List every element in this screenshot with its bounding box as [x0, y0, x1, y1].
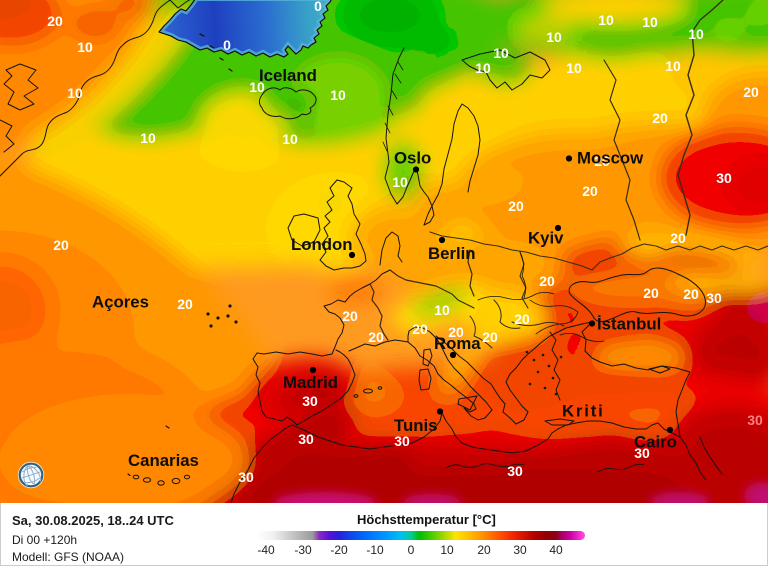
svg-text:Roma: Roma — [434, 334, 481, 353]
svg-text:20: 20 — [412, 321, 428, 337]
svg-text:Kyiv: Kyiv — [528, 229, 564, 248]
svg-text:10: 10 — [598, 12, 614, 28]
svg-text:20: 20 — [47, 13, 63, 29]
svg-text:Canarias: Canarias — [128, 451, 199, 470]
svg-text:20: 20 — [53, 237, 69, 253]
svg-text:10: 10 — [546, 29, 562, 45]
svg-text:30: 30 — [302, 393, 318, 409]
svg-text:20: 20 — [342, 308, 358, 324]
svg-text:20: 20 — [683, 286, 699, 302]
svg-text:10: 10 — [392, 174, 408, 190]
svg-text:30: 30 — [706, 290, 722, 306]
svg-text:10: 10 — [434, 302, 450, 318]
svg-text:20: 20 — [652, 110, 668, 126]
svg-text:20: 20 — [582, 183, 598, 199]
svg-text:20: 20 — [508, 198, 524, 214]
svg-text:20: 20 — [670, 230, 686, 246]
svg-text:10: 10 — [67, 85, 83, 101]
svg-text:Kriti: Kriti — [562, 402, 605, 421]
svg-text:Tunis: Tunis — [394, 416, 438, 435]
svg-text:10: 10 — [665, 58, 681, 74]
svg-text:20: 20 — [368, 329, 384, 345]
svg-text:30: 30 — [298, 431, 314, 447]
svg-text:0: 0 — [223, 37, 231, 53]
svg-text:0: 0 — [314, 0, 322, 14]
svg-text:10: 10 — [249, 79, 265, 95]
svg-text:20: 20 — [514, 311, 530, 327]
svg-text:London: London — [291, 235, 353, 254]
svg-text:Cairo: Cairo — [634, 433, 677, 452]
svg-text:30: 30 — [238, 469, 254, 485]
svg-text:10: 10 — [642, 14, 658, 30]
svg-text:Oslo: Oslo — [394, 149, 431, 168]
svg-text:20: 20 — [539, 273, 555, 289]
svg-text:20: 20 — [643, 285, 659, 301]
svg-text:30: 30 — [716, 170, 732, 186]
svg-text:Berlin: Berlin — [428, 244, 476, 263]
svg-text:10: 10 — [688, 26, 704, 42]
svg-text:30: 30 — [394, 433, 410, 449]
svg-text:10: 10 — [566, 60, 582, 76]
svg-text:20: 20 — [177, 296, 193, 312]
svg-text:10: 10 — [475, 60, 491, 76]
svg-text:Açores: Açores — [92, 293, 149, 312]
svg-text:Moscow: Moscow — [577, 149, 644, 168]
svg-text:10: 10 — [77, 39, 93, 55]
svg-text:10: 10 — [140, 130, 156, 146]
svg-text:Iceland: Iceland — [259, 66, 317, 85]
svg-text:30: 30 — [634, 445, 650, 461]
svg-text:Madrid: Madrid — [283, 373, 338, 392]
svg-text:20: 20 — [448, 324, 464, 340]
svg-text:20: 20 — [594, 153, 610, 169]
svg-text:20: 20 — [482, 329, 498, 345]
svg-text:30: 30 — [507, 463, 523, 479]
svg-text:10: 10 — [330, 87, 346, 103]
svg-text:10: 10 — [282, 131, 298, 147]
svg-text:İstanbul: İstanbul — [597, 315, 661, 334]
svg-text:10: 10 — [493, 45, 509, 61]
svg-text:20: 20 — [743, 84, 759, 100]
svg-text:30: 30 — [747, 412, 763, 428]
